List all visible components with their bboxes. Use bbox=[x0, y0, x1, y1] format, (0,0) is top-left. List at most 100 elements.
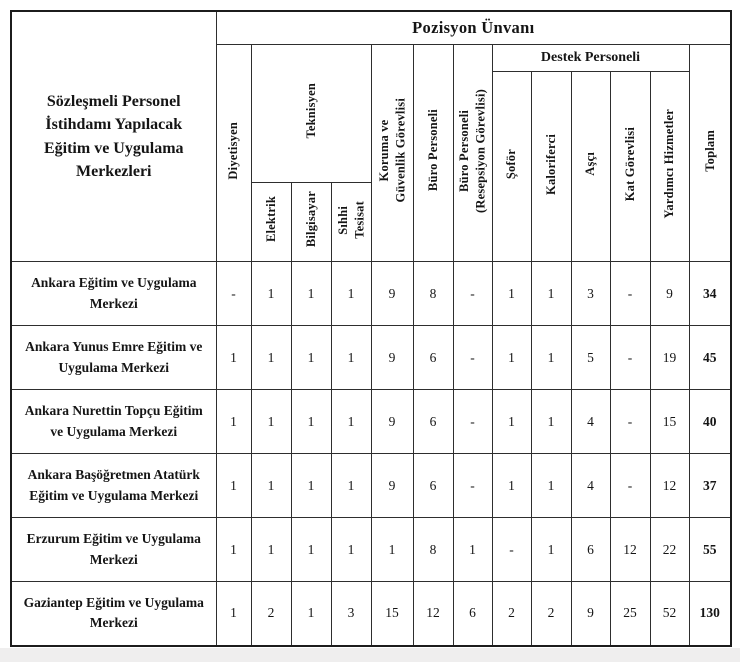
value-cell: - bbox=[609, 325, 651, 390]
value-cell: 1 bbox=[530, 453, 572, 518]
value-cell: 9 bbox=[370, 389, 414, 454]
center-name: Ankara Nurettin Topçu Eğitim ve Uygulama… bbox=[10, 389, 217, 454]
value-cell: 1 bbox=[491, 325, 532, 390]
value-cell: 1 bbox=[250, 261, 292, 326]
value-cell: 15 bbox=[649, 389, 690, 454]
header-asci-label: Aşçı bbox=[583, 152, 598, 176]
header-asci: Aşçı bbox=[570, 71, 611, 262]
value-cell: 1 bbox=[215, 453, 252, 518]
value-cell: 5 bbox=[570, 325, 611, 390]
value-cell: 12 bbox=[609, 517, 651, 582]
value-cell: 1 bbox=[491, 389, 532, 454]
value-cell: - bbox=[452, 453, 493, 518]
value-cell: 1 bbox=[250, 453, 292, 518]
corner-header-centers: Sözleşmeli Personel İstihdamı Yapılacak … bbox=[10, 10, 217, 262]
value-cell: 1 bbox=[250, 389, 292, 454]
value-cell: - bbox=[452, 325, 493, 390]
value-cell: - bbox=[215, 261, 252, 326]
value-cell: 12 bbox=[649, 453, 690, 518]
value-cell: 1 bbox=[530, 325, 572, 390]
row-total-cell: 45 bbox=[688, 325, 732, 390]
table-body: Ankara Eğitim ve Uygulama Merkezi -1 1 1 9 8-… bbox=[10, 261, 732, 646]
value-cell: 8 bbox=[412, 261, 454, 326]
value-cell: 1 bbox=[290, 325, 332, 390]
value-cell: 9 bbox=[570, 581, 611, 646]
value-cell: 1 bbox=[530, 517, 572, 582]
value-cell: 1 bbox=[370, 517, 414, 582]
value-cell: 1 bbox=[491, 453, 532, 518]
row-total-cell: 34 bbox=[688, 261, 732, 326]
value-cell: 1 bbox=[215, 517, 252, 582]
value-cell: 6 bbox=[452, 581, 493, 646]
value-cell: - bbox=[609, 261, 651, 326]
value-cell: 1 bbox=[215, 389, 252, 454]
value-cell: 6 bbox=[570, 517, 611, 582]
value-cell: 9 bbox=[649, 261, 690, 326]
value-cell: 1 bbox=[290, 261, 332, 326]
center-name: Gaziantep Eğitim ve Uygulama Merkezi bbox=[10, 581, 217, 646]
header-koruma-label: Koruma ve Güvenlik Görevlisi bbox=[376, 98, 407, 203]
value-cell: 52 bbox=[649, 581, 690, 646]
header-buro-resepsiyon-label: Büro Personeli (Resepsiyon Görevlisi) bbox=[457, 88, 488, 213]
value-cell: 12 bbox=[412, 581, 454, 646]
value-cell: - bbox=[452, 261, 493, 326]
header-elektrik: Elektrik bbox=[250, 182, 292, 262]
value-cell: 2 bbox=[530, 581, 572, 646]
center-name: Erzurum Eğitim ve Uygulama Merkezi bbox=[10, 517, 217, 582]
value-cell: 9 bbox=[370, 261, 414, 326]
table-row: Ankara Yunus Emre Eğitim ve Uygulama Mer… bbox=[10, 325, 732, 390]
value-cell: - bbox=[452, 389, 493, 454]
value-cell: 6 bbox=[412, 325, 454, 390]
value-cell: 1 bbox=[250, 325, 292, 390]
value-cell: - bbox=[609, 389, 651, 454]
value-cell: 1 bbox=[491, 261, 532, 326]
header-pozisyon-unvani: Pozisyon Ünvanı bbox=[215, 10, 732, 45]
header-kat-gorevlisi: Kat Görevlisi bbox=[609, 71, 651, 262]
header-bilgisayar: Bilgisayar bbox=[290, 182, 332, 262]
table-row: Ankara Eğitim ve Uygulama Merkezi -1 1 1 9 8-… bbox=[10, 261, 732, 326]
personnel-table: Sözleşmeli Personel İstihdamı Yapılacak … bbox=[10, 10, 733, 647]
header-kaloriferci: Kaloriferci bbox=[530, 71, 572, 262]
value-cell: 3 bbox=[330, 581, 372, 646]
header-teknisyen-label: Teknisyen bbox=[303, 83, 318, 139]
header-toplam: Toplam bbox=[688, 44, 732, 262]
center-name: Ankara Eğitim ve Uygulama Merkezi bbox=[10, 261, 217, 326]
value-cell: 9 bbox=[370, 325, 414, 390]
header-bilgisayar-label: Bilgisayar bbox=[303, 191, 318, 248]
value-cell: 1 bbox=[452, 517, 493, 582]
header-koruma-guvenlik: Koruma ve Güvenlik Görevlisi bbox=[370, 44, 414, 262]
value-cell: 1 bbox=[530, 389, 572, 454]
header-yardimci-hizmetler-label: Yardımcı Hizmetler bbox=[662, 109, 677, 219]
value-cell: 25 bbox=[609, 581, 651, 646]
value-cell: 1 bbox=[530, 261, 572, 326]
value-cell: 2 bbox=[250, 581, 292, 646]
page-bottom-strip bbox=[0, 648, 740, 662]
header-diyetisyen-label: Diyetisyen bbox=[226, 121, 241, 180]
value-cell: 4 bbox=[570, 389, 611, 454]
center-name: Ankara Yunus Emre Eğitim ve Uygulama Mer… bbox=[10, 325, 217, 390]
header-sihhi-tesisat: Sıhhi Tesisat bbox=[330, 182, 372, 262]
header-kaloriferci-label: Kaloriferci bbox=[543, 133, 558, 195]
value-cell: - bbox=[609, 453, 651, 518]
header-yardimci-hizmetler: Yardımcı Hizmetler bbox=[649, 71, 690, 262]
value-cell: 22 bbox=[649, 517, 690, 582]
value-cell: 1 bbox=[330, 453, 372, 518]
row-total-cell: 40 bbox=[688, 389, 732, 454]
row-total-cell: 55 bbox=[688, 517, 732, 582]
header-elektrik-label: Elektrik bbox=[263, 196, 278, 243]
row-total-cell: 37 bbox=[688, 453, 732, 518]
value-cell: 15 bbox=[370, 581, 414, 646]
value-cell: 1 bbox=[290, 389, 332, 454]
header-diyetisyen: Diyetisyen bbox=[215, 44, 252, 262]
value-cell: 4 bbox=[570, 453, 611, 518]
value-cell: - bbox=[491, 517, 532, 582]
table-row: Ankara Başöğretmen Atatürk Eğitim ve Uyg… bbox=[10, 453, 732, 518]
center-name: Ankara Başöğretmen Atatürk Eğitim ve Uyg… bbox=[10, 453, 217, 518]
value-cell: 1 bbox=[330, 261, 372, 326]
value-cell: 1 bbox=[215, 325, 252, 390]
header-sihhi-tesisat-label: Sıhhi Tesisat bbox=[335, 200, 366, 239]
value-cell: 1 bbox=[290, 453, 332, 518]
value-cell: 1 bbox=[290, 581, 332, 646]
header-buro-resepsiyon: Büro Personeli (Resepsiyon Görevlisi) bbox=[452, 44, 493, 262]
